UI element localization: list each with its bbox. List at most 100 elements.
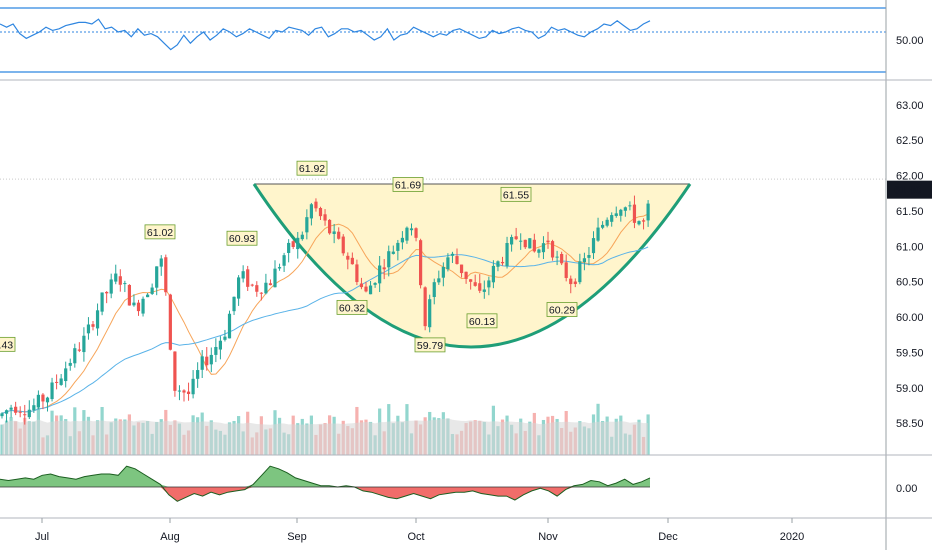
candle-body [246, 269, 249, 287]
candle-body [283, 255, 286, 266]
candle-body [374, 283, 377, 285]
candle-body [342, 237, 345, 254]
candle-body [242, 271, 245, 278]
candle-body [96, 310, 99, 328]
candle-body [32, 405, 35, 410]
candle-body [69, 363, 72, 366]
candle-body [578, 261, 581, 282]
annotation-label: 61.55 [503, 189, 529, 201]
rsi-tick-label: 50.00 [896, 35, 924, 47]
candle-body [556, 257, 559, 258]
candle-body [5, 410, 8, 413]
candle-body [319, 208, 322, 216]
candle-body [123, 283, 126, 284]
candle-body [451, 254, 454, 256]
candle-body [596, 228, 599, 241]
candle-body [128, 285, 131, 306]
candle-body [496, 261, 499, 266]
annotation-label: 60.29 [549, 305, 575, 317]
rsi-panel[interactable]: 50.00 [0, 8, 924, 72]
candle-body [333, 231, 336, 234]
candle-body [287, 243, 290, 253]
candle-body [137, 303, 140, 311]
candle-body [428, 299, 431, 327]
price-tick-label: 61.50 [896, 206, 924, 218]
candle-body [396, 243, 399, 251]
candle-body [119, 276, 122, 284]
candle-body [273, 269, 276, 288]
candle-body [205, 357, 208, 366]
candle-body [592, 238, 595, 253]
candle-body [105, 292, 108, 293]
candle-body [337, 232, 340, 239]
candle-body [132, 303, 135, 306]
candle-body [528, 238, 531, 248]
candle-body [210, 355, 213, 364]
price-tick-label: 62.50 [896, 135, 924, 147]
candle-body [201, 356, 204, 369]
candle-body [364, 287, 367, 292]
candle-body [414, 228, 417, 238]
candle-body [10, 408, 13, 410]
candle-body [637, 221, 640, 224]
candle-body [587, 255, 590, 258]
annotation-label: 59.43 [0, 339, 13, 351]
candle-body [155, 266, 158, 287]
candle-body [223, 337, 226, 340]
candle-body [55, 382, 58, 383]
candle-body [519, 241, 522, 242]
candle-body [37, 395, 40, 407]
candle-body [19, 412, 22, 413]
candle-body [114, 274, 117, 282]
candle-body [419, 240, 422, 285]
price-tick-label: 63.00 [896, 100, 924, 112]
oscillator-tick-label: 0.00 [896, 483, 917, 495]
candle-body [110, 279, 113, 293]
candle-body [310, 204, 313, 218]
price-tick-label: 60.00 [896, 312, 924, 324]
candle-body [560, 254, 563, 263]
candle-body [624, 207, 627, 210]
candle-body [442, 267, 445, 278]
candle-body [537, 250, 540, 253]
candle-body [551, 241, 554, 257]
candle-body [401, 238, 404, 243]
candle-body [505, 243, 508, 266]
candle-body [492, 266, 495, 282]
candle-body [251, 285, 254, 286]
candle-body [487, 280, 490, 287]
candle-body [328, 220, 331, 233]
candle-body [383, 267, 386, 269]
candle-body [533, 240, 536, 252]
candle-body [615, 213, 618, 216]
candle-body [46, 398, 49, 403]
candle-body [569, 279, 572, 284]
price-tick-label: 58.50 [896, 418, 924, 430]
candle-body [542, 243, 545, 252]
candle-body [255, 285, 258, 292]
candle-body [478, 283, 481, 291]
candle-body [360, 284, 363, 288]
candle-body [574, 282, 577, 284]
time-tick-label: Dec [658, 531, 678, 543]
annotation-label: 60.32 [339, 302, 365, 314]
candle-body [387, 251, 390, 267]
candle-body [0, 413, 3, 416]
candle-body [87, 325, 90, 334]
candle-body [565, 262, 568, 278]
time-tick-label: 2020 [780, 531, 804, 543]
rsi-band-background [0, 8, 886, 72]
candle-body [214, 347, 217, 355]
candle-body [355, 264, 358, 282]
candle-body [610, 215, 613, 222]
candle-body [141, 299, 144, 314]
price-tick-label: 59.50 [896, 347, 924, 359]
candle-body [237, 277, 240, 298]
candle-body [91, 324, 94, 327]
candle-body [178, 391, 181, 392]
candle-body [50, 383, 53, 400]
candle-body [23, 414, 26, 415]
candle-body [510, 237, 513, 244]
candle-body [346, 256, 349, 260]
